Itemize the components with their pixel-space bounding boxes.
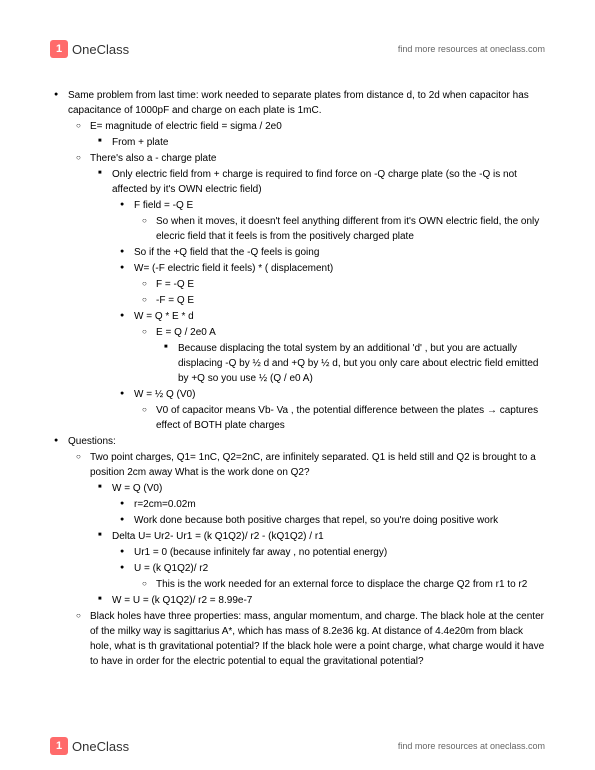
notes-list: Same problem from last time: work needed… xyxy=(50,88,545,669)
note-item: U = (k Q1Q2)/ r2 xyxy=(116,561,545,576)
note-item: Delta U= Ur2- Ur1 = (k Q1Q2)/ r2 - (kQ1Q… xyxy=(94,529,545,544)
logo-footer: 1 OneClass xyxy=(50,737,129,755)
note-item: Work done because both positive charges … xyxy=(116,513,545,528)
note-item: This is the work needed for an external … xyxy=(138,577,545,592)
notes-content: Same problem from last time: work needed… xyxy=(50,88,545,669)
note-item: Only electric field from + charge is req… xyxy=(94,167,545,197)
page-header: 1 OneClass find more resources at onecla… xyxy=(50,40,545,58)
resource-link-top[interactable]: find more resources at oneclass.com xyxy=(398,44,545,54)
logo-text-footer: OneClass xyxy=(72,739,129,754)
note-item: Because displacing the total system by a… xyxy=(160,341,545,386)
note-item: So if the +Q field that the -Q feels is … xyxy=(116,245,545,260)
note-item: Black holes have three properties: mass,… xyxy=(72,609,545,669)
note-item: W = Q * E * d xyxy=(116,309,545,324)
note-item: E = Q / 2e0 A xyxy=(138,325,545,340)
logo-icon-footer: 1 xyxy=(50,737,68,755)
note-item: Same problem from last time: work needed… xyxy=(50,88,545,118)
page-footer: 1 OneClass find more resources at onecla… xyxy=(50,737,545,755)
logo-icon: 1 xyxy=(50,40,68,58)
note-item: W = U = (k Q1Q2)/ r2 = 8.99e-7 xyxy=(94,593,545,608)
note-item: F = -Q E xyxy=(138,277,545,292)
note-item: Ur1 = 0 (because infinitely far away , n… xyxy=(116,545,545,560)
note-item: So when it moves, it doesn't feel anythi… xyxy=(138,214,545,244)
note-item: Questions: xyxy=(50,434,545,449)
note-item: W = Q (V0) xyxy=(94,481,545,496)
note-item: W= (-F electric field it feels) * ( disp… xyxy=(116,261,545,276)
note-item: W = ½ Q (V0) xyxy=(116,387,545,402)
note-item: There's also a - charge plate xyxy=(72,151,545,166)
resource-link-bottom[interactable]: find more resources at oneclass.com xyxy=(398,741,545,751)
note-item: Two point charges, Q1= 1nC, Q2=2nC, are … xyxy=(72,450,545,480)
note-item: F field = -Q E xyxy=(116,198,545,213)
logo-text: OneClass xyxy=(72,42,129,57)
logo: 1 OneClass xyxy=(50,40,129,58)
note-item: V0 of capacitor means Vb- Va , the poten… xyxy=(138,403,545,433)
note-item: r=2cm=0.02m xyxy=(116,497,545,512)
note-item: From + plate xyxy=(94,135,545,150)
note-item: E= magnitude of electric field = sigma /… xyxy=(72,119,545,134)
note-item: -F = Q E xyxy=(138,293,545,308)
